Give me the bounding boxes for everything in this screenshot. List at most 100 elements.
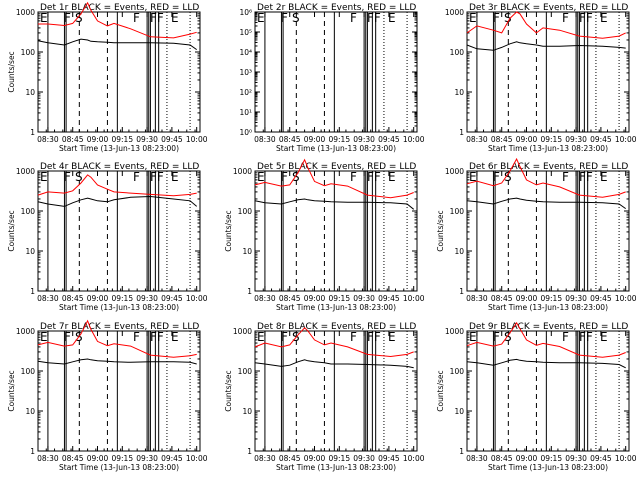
x-tick-label: 09:30	[353, 135, 375, 144]
flag-label: S	[504, 330, 512, 344]
y-tick-label: 1000	[445, 8, 464, 17]
y-axis-label: Counts/sec	[7, 51, 16, 92]
x-tick-label: 09:45	[378, 135, 400, 144]
x-tick-label: 10:00	[615, 294, 637, 303]
y-axis-label: Counts/sec	[224, 370, 233, 411]
y-tick-label: 1	[459, 128, 464, 137]
series-lld-line	[38, 1, 197, 39]
y-tick-label: 10	[454, 88, 464, 97]
flag-label: FF	[367, 330, 381, 344]
y-tick-label: 10¹	[239, 108, 252, 117]
flag-label: F	[562, 330, 569, 344]
x-tick-label: 08:45	[62, 135, 84, 144]
x-tick-label: 09:15	[111, 294, 133, 303]
y-tick-label: 10	[242, 247, 252, 256]
flag-label: F	[350, 11, 357, 25]
series-events-line	[466, 358, 626, 369]
x-tick-label: 08:30	[37, 294, 59, 303]
x-axis-label: Start Time (13-Jun-13 08:23:00)	[276, 463, 396, 472]
x-tick-label: 10:00	[186, 135, 208, 144]
x-axis-label: Start Time (13-Jun-13 08:23:00)	[488, 303, 608, 312]
y-tick-label: 1000	[16, 167, 35, 176]
flag-label: FF	[579, 170, 593, 184]
flag-label: E	[388, 330, 396, 344]
y-tick-label: 10⁴	[239, 48, 252, 57]
y-tick-label: 10²	[239, 88, 252, 97]
x-tick-label: 09:30	[353, 454, 375, 463]
series-lld-line	[254, 327, 414, 358]
chart-title: Det 7r BLACK = Events, RED = LLD	[40, 322, 199, 332]
flag-label: F	[562, 170, 569, 184]
y-tick-label: 10	[25, 88, 35, 97]
x-tick-label: 09:15	[328, 135, 350, 144]
axis-frame	[37, 170, 201, 292]
flag-label: F	[133, 330, 140, 344]
axis-frame	[254, 11, 418, 133]
chart-title: Det 5r BLACK = Events, RED = LLD	[257, 162, 416, 172]
chart-panel-2: Det 2r BLACK = Events, RED = LLD 10⁰ 10¹ 10…	[239, 3, 424, 153]
y-axis-label: Counts/sec	[436, 210, 445, 251]
x-tick-label: 09:45	[161, 454, 183, 463]
series-events-line	[466, 41, 626, 51]
series-lld-line	[466, 11, 626, 39]
x-tick-label: 09:45	[590, 454, 612, 463]
flag-label: E	[171, 11, 179, 25]
flag-label: E	[600, 11, 608, 25]
x-tick-label: 09:00	[87, 454, 109, 463]
chart-title: Det 8r BLACK = Events, RED = LLD	[257, 322, 416, 332]
x-tick-label: 09:45	[161, 135, 183, 144]
flag-label: F	[493, 170, 500, 184]
y-tick-label: 10³	[239, 68, 252, 77]
x-tick-label: 08:30	[254, 135, 276, 144]
y-tick-label: 1000	[233, 327, 252, 336]
y-tick-label: 100	[21, 367, 36, 376]
x-tick-label: 08:30	[37, 454, 59, 463]
x-tick-label: 09:30	[136, 454, 158, 463]
series-lld-line	[37, 319, 197, 358]
chart-panel-7: Det 7r BLACK = Events, RED = LLD 1 10 100 10…	[7, 319, 208, 472]
x-tick-label: 09:30	[565, 454, 587, 463]
y-axis-label: Counts/sec	[7, 370, 16, 411]
x-tick-label: 09:45	[590, 294, 612, 303]
x-tick-label: 08:45	[279, 454, 301, 463]
chart-title: Det 4r BLACK = Events, RED = LLD	[40, 162, 199, 172]
x-tick-label: 09:45	[161, 294, 183, 303]
y-axis-label: Counts/sec	[436, 370, 445, 411]
flag-label: S	[504, 170, 512, 184]
y-tick-label: 100	[450, 48, 465, 57]
x-tick-label: 09:45	[590, 135, 612, 144]
chart-title: Det 3r BLACK = Events, RED = LLD	[469, 3, 628, 13]
x-tick-label: 09:30	[565, 135, 587, 144]
flag-label: F	[133, 11, 140, 25]
series-events-line	[37, 358, 197, 365]
x-tick-label: 09:30	[136, 294, 158, 303]
flag-label: E	[388, 11, 396, 25]
x-tick-label: 09:15	[540, 135, 562, 144]
y-tick-label: 10⁵	[239, 28, 252, 37]
y-tick-label: 10	[242, 407, 252, 416]
y-tick-label: 1000	[16, 8, 35, 17]
flag-label: S	[75, 170, 83, 184]
flag-label: FF	[579, 330, 593, 344]
flag-label: FF	[367, 11, 381, 25]
axis-frame	[37, 11, 201, 133]
flag-label: F	[64, 330, 71, 344]
y-tick-label: 10	[454, 247, 464, 256]
chart-panel-3: Det 3r BLACK = Events, RED = LLD 1 10 100 10…	[445, 3, 637, 153]
series-lld-line	[466, 321, 626, 358]
y-tick-label: 1000	[16, 327, 35, 336]
flag-label: F	[64, 170, 71, 184]
x-tick-label: 08:45	[491, 294, 513, 303]
flag-label: E	[257, 170, 265, 184]
y-tick-label: 1	[247, 287, 252, 296]
y-tick-label: 1	[30, 128, 35, 137]
y-tick-label: 1000	[233, 167, 252, 176]
flag-label: E	[388, 170, 396, 184]
x-tick-label: 10:00	[403, 135, 425, 144]
flag-label: E	[171, 330, 179, 344]
flag-label: E	[257, 330, 265, 344]
flag-label: E	[171, 170, 179, 184]
flag-label: F	[493, 330, 500, 344]
flag-label: FF	[150, 170, 164, 184]
flag-label: FF	[150, 330, 164, 344]
